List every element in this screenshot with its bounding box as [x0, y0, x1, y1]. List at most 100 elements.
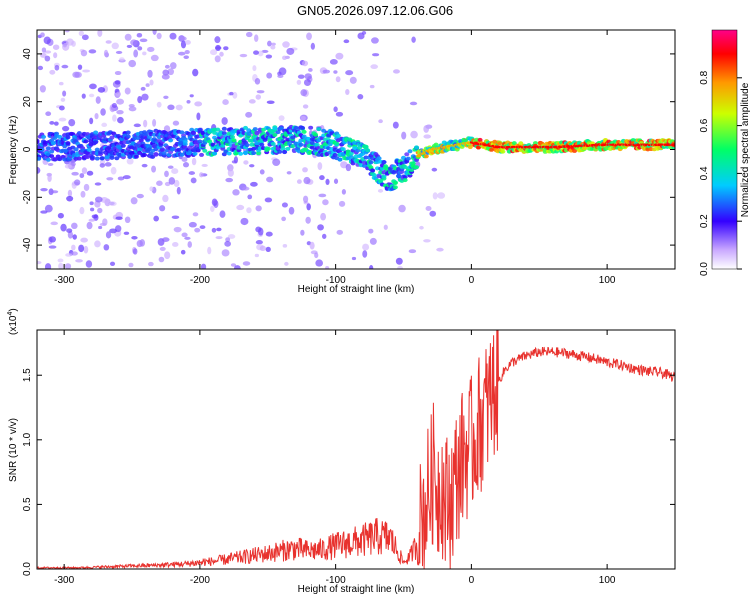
spectrogram-noise: [239, 53, 248, 58]
spectrogram-noise: [194, 101, 203, 107]
spectrogram-noise: [345, 89, 350, 96]
spectrogram-noise: [253, 34, 259, 42]
spectrogram-cell: [402, 175, 408, 180]
spectrogram-noise: [81, 34, 89, 41]
spectrogram-cell: [423, 154, 429, 159]
spectrogram-noise: [47, 174, 52, 183]
spectrogram-noise: [116, 98, 124, 105]
spectrogram-peak: [671, 143, 675, 147]
spectrogram-cell: [301, 129, 307, 134]
spectrogram-noise: [242, 261, 251, 266]
spectrogram-noise: [64, 263, 72, 269]
spectrogram-noise: [304, 73, 312, 80]
spectrogram-noise: [180, 40, 187, 49]
spectrogram-noise: [50, 190, 59, 194]
spectrogram-cell: [272, 132, 278, 137]
spectrogram-noise: [152, 119, 157, 127]
spectrogram-noise: [320, 212, 327, 221]
spectrogram-noise: [392, 121, 399, 129]
spectrogram-cell: [256, 151, 262, 156]
colorbar-tick-label: 0.8: [699, 70, 710, 84]
spectrogram-noise: [117, 116, 124, 124]
spectrogram-cell: [57, 157, 63, 162]
colorbar-gradient: [711, 29, 738, 270]
spectrogram-cell: [337, 157, 343, 162]
plot1-xtick-label: -200: [190, 275, 210, 286]
spectrogram-noise: [270, 44, 276, 50]
spectrogram-cell: [392, 185, 398, 190]
spectrogram-cell: [572, 148, 578, 153]
spectrogram-noise: [361, 31, 367, 35]
spectrogram-noise: [250, 181, 258, 187]
spectrogram-noise: [254, 77, 261, 85]
spectrogram-noise: [104, 162, 112, 167]
spectrogram-cell: [114, 156, 120, 161]
spectrogram-noise: [180, 36, 187, 41]
spectrogram-noise: [149, 79, 154, 86]
spectrogram-noise: [60, 97, 66, 102]
spectrogram-noise: [221, 249, 230, 257]
spectrogram-noise: [183, 55, 189, 60]
spectrogram-noise: [111, 103, 117, 108]
spectrogram-cell: [363, 145, 369, 150]
spectrogram-cell: [168, 138, 174, 143]
spectrogram-noise: [178, 51, 186, 56]
spectrogram-noise: [225, 177, 234, 183]
snr-series-line: [37, 330, 675, 569]
spectrogram-noise: [252, 65, 257, 72]
spectrogram-cell: [182, 139, 188, 144]
spectrogram-noise: [114, 80, 121, 85]
spectrogram-cell: [215, 127, 221, 132]
plot2-xtick-label: 100: [599, 575, 616, 586]
spectrogram-noise: [116, 109, 124, 115]
spectrogram-noise: [227, 234, 236, 239]
spectrogram-cell: [467, 145, 473, 150]
spectrogram-noise: [58, 117, 67, 122]
spectrogram-noise: [164, 170, 169, 178]
spectrogram-noise: [99, 163, 106, 168]
spectrogram-cells: [37, 30, 675, 269]
spectrogram-cell: [265, 146, 271, 151]
spectrogram-noise: [322, 69, 331, 74]
spectrogram-cell: [500, 149, 506, 154]
spectrogram-noise: [333, 70, 338, 74]
spectrogram-noise: [397, 265, 403, 269]
spectrogram-cell: [511, 141, 517, 146]
colorbar: 0.0 0.2 0.4 0.6 0.8 Normalized spectral ampl…: [699, 29, 750, 276]
spectrogram-cell: [414, 145, 420, 150]
spectrogram-cell: [285, 146, 291, 151]
spectrogram-noise: [411, 36, 416, 43]
plot2-xtick-label: -300: [54, 575, 74, 586]
spectrogram-cell: [76, 156, 82, 161]
spectrogram-noise: [48, 245, 57, 249]
spectrogram-noise: [61, 64, 69, 69]
spectrogram-noise: [229, 91, 234, 96]
spectrogram-cell: [101, 133, 107, 138]
spectrogram-noise: [172, 120, 180, 126]
spectrogram-noise: [90, 207, 95, 212]
spectrogram-noise: [343, 39, 350, 44]
spectrogram-noise: [86, 170, 94, 176]
spectrogram-noise: [242, 186, 250, 191]
spectrogram-cell: [138, 138, 144, 143]
spectrogram-noise: [234, 265, 241, 269]
spectrogram-noise: [265, 54, 273, 59]
spectrogram-noise: [111, 42, 119, 50]
spectrogram-noise: [78, 30, 85, 37]
spectrogram-noise: [302, 167, 308, 173]
spectrogram-cell: [142, 152, 148, 157]
spectrogram-noise: [318, 193, 327, 198]
spectrogram-noise: [43, 36, 51, 45]
spectrogram-noise: [253, 50, 259, 55]
spectrogram-noise: [126, 158, 134, 165]
spectrogram-noise: [130, 197, 138, 205]
spectrogram-cell: [270, 141, 276, 146]
spectrogram-noise: [225, 237, 231, 243]
spectrogram-noise: [401, 131, 407, 140]
spectrogram-noise: [66, 228, 73, 233]
spectrogram-noise: [110, 166, 117, 175]
spectrogram-noise: [80, 237, 88, 243]
spectrogram-noise: [232, 91, 238, 99]
